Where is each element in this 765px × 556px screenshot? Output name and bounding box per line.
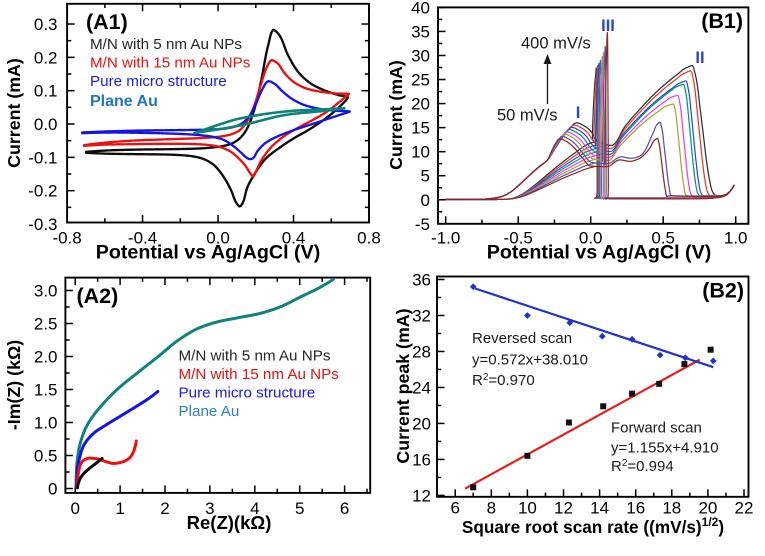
- svg-text:3.0: 3.0: [34, 282, 58, 301]
- svg-text:2.5: 2.5: [34, 315, 58, 334]
- svg-text:4: 4: [250, 499, 259, 518]
- svg-text:16: 16: [412, 450, 431, 469]
- svg-text:0.2: 0.2: [34, 48, 58, 67]
- svg-text:10: 10: [411, 143, 430, 162]
- svg-text:M/N with 5 nm Au NPs: M/N with 5 nm Au NPs: [90, 36, 242, 53]
- svg-text:I: I: [576, 104, 581, 122]
- svg-text:M/N with 5 nm Au NPs: M/N with 5 nm Au NPs: [179, 348, 331, 365]
- svg-text:0.0: 0.0: [206, 229, 230, 248]
- svg-text:22: 22: [735, 499, 754, 518]
- svg-text:0: 0: [70, 499, 79, 518]
- svg-text:5: 5: [421, 167, 430, 186]
- svg-text:5: 5: [295, 499, 304, 518]
- svg-text:Re(Z)(kΩ): Re(Z)(kΩ): [187, 512, 272, 533]
- svg-text:50 mV/s: 50 mV/s: [497, 107, 558, 125]
- svg-text:8: 8: [487, 499, 496, 518]
- svg-text:25: 25: [411, 71, 430, 90]
- svg-text:20: 20: [412, 414, 431, 433]
- svg-text:15: 15: [411, 119, 430, 138]
- svg-text:0.4: 0.4: [282, 229, 306, 248]
- svg-text:Plane Au: Plane Au: [90, 93, 158, 110]
- svg-text:-1.0: -1.0: [431, 229, 460, 248]
- svg-text:1: 1: [115, 499, 124, 518]
- svg-text:Current peak (mA): Current peak (mA): [393, 308, 413, 463]
- svg-text:-0.3: -0.3: [28, 215, 57, 234]
- svg-text:12: 12: [554, 499, 573, 518]
- svg-text:Potential vs Ag/AgCl (V): Potential vs Ag/AgCl (V): [96, 242, 321, 264]
- svg-text:400 mV/s: 400 mV/s: [521, 35, 591, 53]
- svg-text:40: 40: [411, 0, 430, 17]
- svg-text:-0.1: -0.1: [28, 148, 57, 167]
- svg-text:y=1.155x+4.910: y=1.155x+4.910: [611, 440, 719, 457]
- svg-text:32: 32: [412, 306, 431, 325]
- svg-text:R2=0.970: R2=0.970: [472, 372, 535, 390]
- svg-text:Reversed scan: Reversed scan: [472, 330, 572, 347]
- svg-text:12: 12: [412, 486, 431, 505]
- svg-text:Pure micro structure: Pure micro structure: [90, 73, 227, 90]
- svg-text:0.3: 0.3: [34, 15, 58, 34]
- svg-text:14: 14: [590, 499, 609, 518]
- svg-text:0: 0: [48, 480, 57, 499]
- svg-text:36: 36: [412, 270, 431, 289]
- svg-text:-5: -5: [415, 215, 430, 234]
- svg-text:28: 28: [412, 342, 431, 361]
- svg-text:0.1: 0.1: [34, 82, 58, 101]
- svg-text:1.0: 1.0: [724, 229, 748, 248]
- svg-text:-0.8: -0.8: [52, 229, 81, 248]
- svg-text:Current (mA): Current (mA): [386, 60, 406, 170]
- svg-text:30: 30: [411, 46, 430, 65]
- svg-text:20: 20: [698, 499, 717, 518]
- svg-text:1.5: 1.5: [34, 381, 58, 400]
- svg-text:0.5: 0.5: [34, 447, 58, 466]
- svg-text:1.0: 1.0: [34, 414, 58, 433]
- svg-text:(A1): (A1): [86, 10, 128, 34]
- svg-text:0.8: 0.8: [357, 229, 381, 248]
- svg-text:18: 18: [662, 499, 681, 518]
- svg-text:2.0: 2.0: [34, 348, 58, 367]
- svg-text:M/N with 15 nm Au NPs: M/N with 15 nm Au NPs: [179, 366, 340, 383]
- svg-text:2: 2: [160, 499, 169, 518]
- svg-text:-0.4: -0.4: [128, 229, 157, 248]
- svg-text:6: 6: [340, 499, 349, 518]
- svg-text:0: 0: [421, 191, 430, 210]
- svg-text:3: 3: [205, 499, 214, 518]
- svg-text:20: 20: [411, 95, 430, 114]
- svg-text:(A2): (A2): [77, 284, 119, 308]
- svg-text:35: 35: [411, 22, 430, 41]
- svg-text:0.0: 0.0: [34, 115, 58, 134]
- svg-text:-0.2: -0.2: [28, 182, 57, 201]
- svg-text:Pure micro structure: Pure micro structure: [179, 385, 316, 402]
- svg-text:-0.5: -0.5: [504, 229, 533, 248]
- svg-text:Potential vs Ag/AgCl (V): Potential vs Ag/AgCl (V): [487, 242, 712, 264]
- svg-text:24: 24: [412, 378, 431, 397]
- svg-text:Plane Au: Plane Au: [179, 403, 240, 420]
- svg-text:Square root scan rate ((mV/s)1: Square root scan rate ((mV/s)1/2): [462, 515, 724, 537]
- svg-text:Current (mA): Current (mA): [4, 58, 24, 168]
- svg-text:M/N with 15 nm Au NPs: M/N with 15 nm Au NPs: [90, 55, 251, 72]
- svg-text:10: 10: [518, 499, 537, 518]
- svg-text:(B1): (B1): [701, 9, 743, 33]
- svg-text:R2=0.994: R2=0.994: [611, 458, 674, 476]
- svg-text:Forward scan: Forward scan: [611, 420, 702, 437]
- svg-text:16: 16: [626, 499, 645, 518]
- svg-text:0.0: 0.0: [579, 229, 603, 248]
- svg-text:y=0.572x+38.010: y=0.572x+38.010: [472, 352, 588, 369]
- svg-text:0.5: 0.5: [651, 229, 675, 248]
- svg-text:(B2): (B2): [702, 279, 744, 303]
- svg-text:II: II: [695, 49, 704, 67]
- svg-text:-Im(Z) (kΩ): -Im(Z) (kΩ): [4, 340, 24, 430]
- svg-text:6: 6: [450, 499, 459, 518]
- svg-text:III: III: [601, 17, 615, 35]
